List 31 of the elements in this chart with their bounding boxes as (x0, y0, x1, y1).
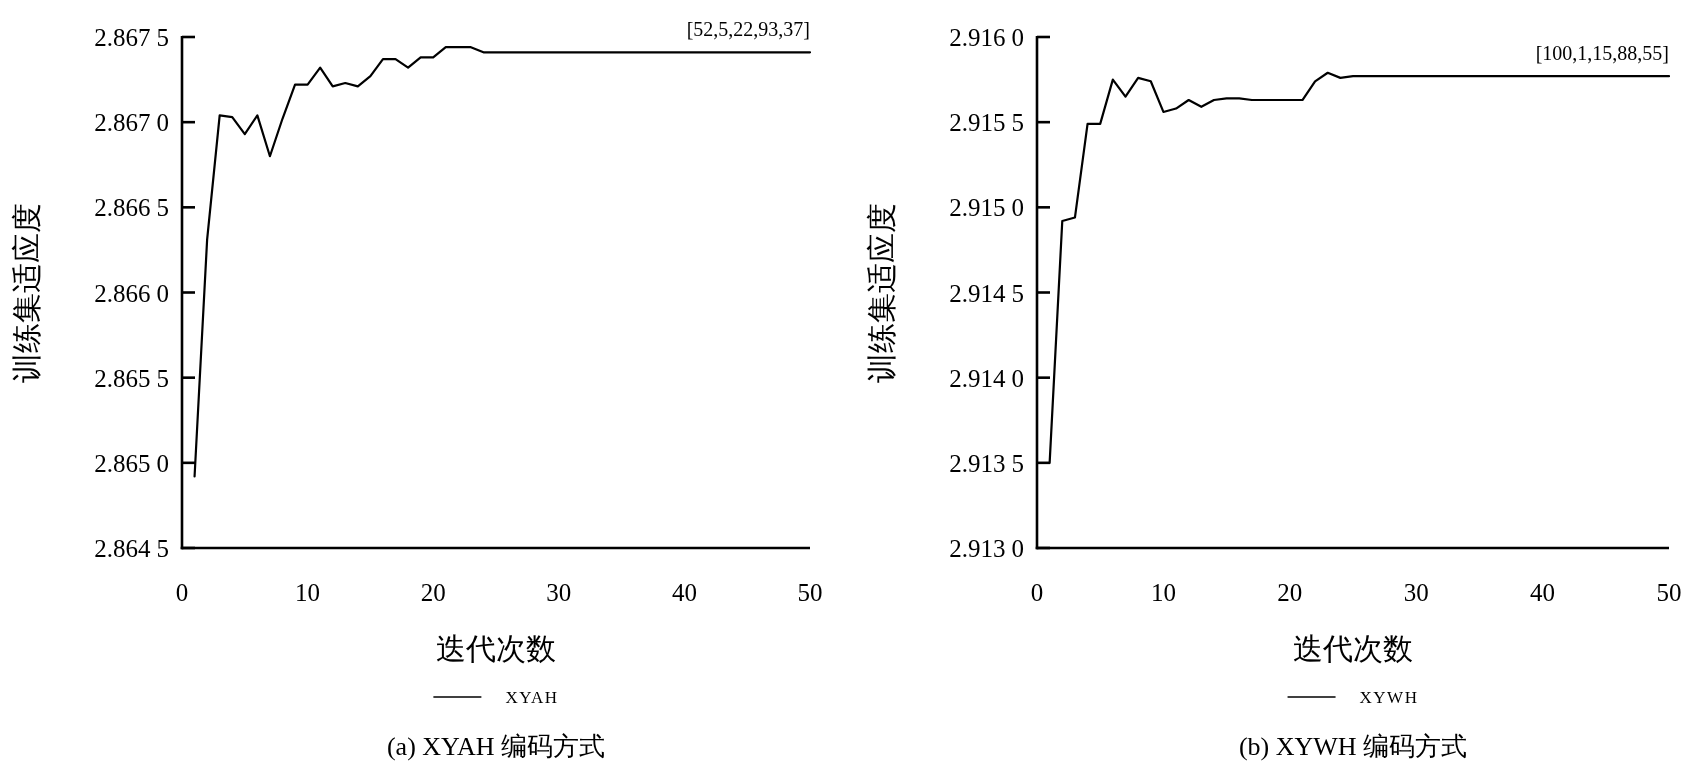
x-tick-label: 30 (1403, 579, 1429, 606)
legend: XYWH (1286, 687, 1419, 707)
y-tick-label: 2.864 5 (94, 534, 169, 562)
x-tick-label: 0 (1030, 579, 1044, 606)
x-tick-label: 10 (1150, 579, 1176, 606)
y-axis-title: 训练集适应度 (9, 202, 43, 383)
x-tick-label: 40 (671, 579, 697, 606)
y-tick-label: 2.865 5 (94, 364, 169, 392)
x-axis-title: 迭代次数 (436, 632, 556, 665)
x-tick-label: 10 (295, 579, 321, 606)
legend-label: XYAH (505, 687, 559, 707)
x-tick-label: 0 (175, 579, 189, 606)
y-tick-label: 2.867 5 (94, 23, 169, 51)
x-axis-title: 迭代次数 (1293, 632, 1413, 665)
y-tick-label: 2.914 5 (949, 279, 1024, 306)
x-tick-label: 40 (1530, 579, 1556, 606)
legend-label: XYWH (1359, 687, 1419, 707)
x-tick-label: 30 (546, 579, 572, 606)
x-tick-label: 20 (420, 579, 446, 606)
y-axis-title: 训练集适应度 (864, 202, 898, 383)
x-tick-label: 50 (1656, 579, 1682, 606)
x-tick-label: 50 (797, 579, 823, 606)
y-tick-label: 2.915 5 (949, 108, 1024, 136)
text: (b) XYWH 编码方式 (1238, 732, 1468, 761)
annotation: [100,1,15,88,55] (1535, 42, 1669, 65)
x-tick-label: 20 (1277, 579, 1303, 606)
y-tick-label: 2.913 5 (949, 449, 1024, 477)
legend: XYAH (432, 687, 559, 707)
y-tick-label: 2.866 5 (94, 193, 169, 221)
annotation: [52,5,22,93,37] (686, 18, 810, 41)
text: (a) XYAH 编码方式 (386, 732, 606, 761)
